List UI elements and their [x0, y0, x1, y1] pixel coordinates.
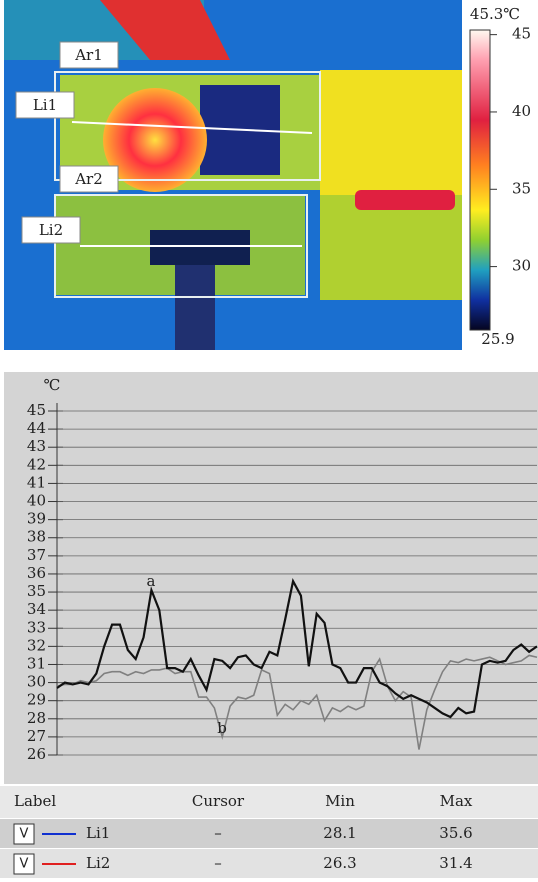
scale-min: 25.9	[481, 330, 514, 348]
scale-tick-label: 30	[512, 257, 531, 275]
table-cell: 26.3	[323, 854, 356, 872]
scale-tick-label: 35	[512, 179, 531, 197]
y-tick-label: 43	[27, 437, 46, 455]
table-cell: 28.1	[323, 824, 356, 842]
y-tick-label: 28	[27, 709, 46, 727]
y-tick-label: 35	[27, 582, 46, 600]
image-label: Li2	[39, 221, 63, 239]
scale-max: 45.3℃	[470, 5, 520, 23]
page: {"thermal_image": { "labels": ["Ar1", "L…	[0, 0, 538, 878]
region	[320, 195, 462, 300]
color-bar	[470, 30, 490, 330]
region	[320, 70, 462, 200]
y-tick-label: 44	[27, 419, 46, 437]
table-cell: –	[214, 854, 222, 872]
region	[150, 230, 250, 265]
y-tick-label: 31	[27, 654, 46, 672]
y-unit: ℃	[44, 376, 61, 394]
image-label: Ar1	[74, 46, 103, 64]
image-label: Li1	[33, 96, 57, 114]
y-tick-label: 27	[27, 727, 46, 745]
y-tick-label: 33	[27, 618, 46, 636]
y-tick-label: 30	[27, 673, 46, 691]
table-cell: Li2	[86, 854, 110, 872]
table-header: Min	[325, 792, 355, 810]
y-tick-label: 37	[27, 546, 46, 564]
table-cell: Li1	[86, 824, 110, 842]
region	[175, 265, 215, 350]
annotation: b	[217, 719, 227, 737]
y-tick-label: 42	[27, 455, 46, 473]
scale-tick-label: 40	[512, 102, 531, 120]
chart-bg	[4, 372, 538, 784]
y-tick-label: 26	[27, 745, 46, 763]
y-tick-label: 39	[27, 510, 46, 528]
table-header: Cursor	[192, 792, 245, 810]
table-header: Label	[14, 792, 56, 810]
table-cell: 31.4	[439, 854, 472, 872]
scale-tick-label: 45	[512, 25, 531, 43]
checkbox-mark: V	[20, 827, 29, 842]
table-cell: –	[214, 824, 222, 842]
screen: 45.3℃ 25.9 ℃ Ar1Li1Ar2Li2454035302627282…	[0, 0, 538, 878]
y-tick-label: 41	[27, 473, 46, 491]
y-tick-label: 45	[27, 401, 46, 419]
annotation: a	[147, 572, 156, 590]
fan	[103, 88, 207, 192]
table-cell: 35.6	[439, 824, 472, 842]
y-tick-label: 36	[27, 564, 46, 582]
image-label: Ar2	[74, 170, 103, 188]
checkbox-mark: V	[20, 857, 29, 872]
y-tick-label: 29	[27, 691, 46, 709]
y-tick-label: 34	[27, 600, 46, 618]
y-tick-label: 40	[27, 492, 46, 510]
y-tick-label: 38	[27, 528, 46, 546]
y-tick-label: 32	[27, 636, 46, 654]
region	[355, 190, 455, 210]
table-header: Max	[440, 792, 473, 810]
